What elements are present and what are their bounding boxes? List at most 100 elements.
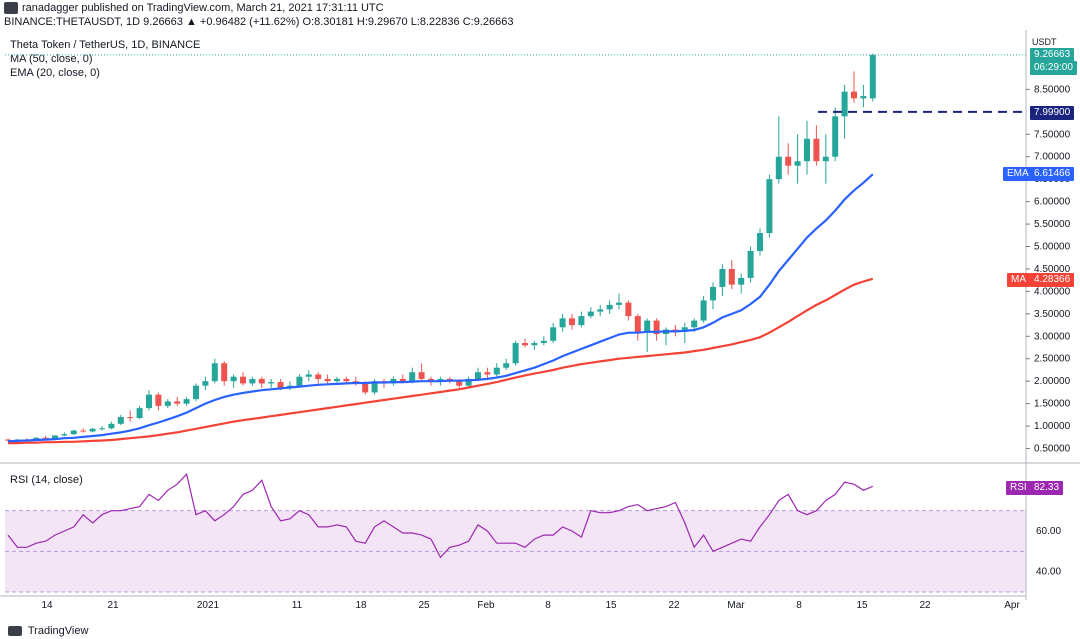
symbol-line: BINANCE:THETAUSDT, 1D 9.26663 ▲ +0.96482… bbox=[4, 16, 514, 28]
axes: 0.50000 1.00000 1.50000 2.00000 2.50000 3.000… bbox=[0, 30, 1080, 611]
candle-body bbox=[258, 378, 265, 384]
candle-body bbox=[559, 318, 566, 328]
price-tick-label: 3.50000 bbox=[1034, 309, 1071, 320]
candle-body bbox=[747, 251, 754, 278]
price-badge: 9.26663 bbox=[1030, 48, 1075, 62]
candle-body bbox=[409, 372, 416, 382]
price-tick-label: 0.50000 bbox=[1034, 444, 1071, 455]
candle-body bbox=[371, 381, 378, 393]
time-tick-label: 22 bbox=[668, 600, 680, 611]
candle-body bbox=[108, 423, 115, 429]
time-tick-label: 11 bbox=[292, 600, 303, 611]
ma-tag: MA bbox=[1007, 273, 1030, 287]
candle-body bbox=[587, 311, 594, 317]
footer-brand: TradingView bbox=[8, 625, 88, 637]
rsi-tag: RSI bbox=[1006, 481, 1031, 495]
candles bbox=[5, 53, 876, 442]
candle-body bbox=[653, 320, 660, 335]
candle-body bbox=[33, 437, 40, 441]
resistance-badge: 7.99900 bbox=[1030, 106, 1075, 120]
candle-body bbox=[399, 378, 406, 382]
price-tick-label: 8.50000 bbox=[1034, 84, 1071, 95]
candle-body bbox=[766, 179, 773, 234]
rsi-band bbox=[5, 510, 1026, 593]
candle-body bbox=[851, 91, 857, 99]
candle-body bbox=[794, 161, 801, 166]
time-tick-label: Apr bbox=[1004, 600, 1020, 611]
candle-body bbox=[362, 383, 369, 393]
candle-body bbox=[5, 439, 11, 441]
candle-body bbox=[268, 382, 275, 384]
time-tick-label: 15 bbox=[856, 600, 868, 611]
candle-body bbox=[728, 268, 735, 285]
candle-body bbox=[211, 363, 218, 382]
time-tick-label: Mar bbox=[727, 600, 745, 611]
price-tick-label: 7.00000 bbox=[1034, 152, 1071, 163]
candle-body bbox=[710, 286, 716, 301]
candle-body bbox=[164, 401, 171, 406]
candle-body bbox=[343, 378, 350, 382]
candle-body bbox=[616, 302, 622, 305]
candle-body bbox=[578, 316, 585, 326]
countdown-badge: 06:29:00 bbox=[1030, 61, 1077, 75]
time-tick-label: 22 bbox=[919, 600, 931, 611]
candle-body bbox=[42, 437, 49, 439]
chart-title: Theta Token / TetherUS, 1D, BINANCE bbox=[10, 39, 201, 51]
candle-body bbox=[813, 138, 820, 162]
ema-legend: EMA (20, close, 0) bbox=[10, 67, 100, 79]
price-tick-label: 5.50000 bbox=[1034, 219, 1071, 230]
candle-body bbox=[174, 401, 181, 404]
candle-body bbox=[465, 378, 472, 386]
price-tick-label: 2.00000 bbox=[1034, 376, 1071, 387]
ma-badge: 4.28366 bbox=[1030, 273, 1075, 287]
rsi-line bbox=[7, 472, 874, 559]
candle-body bbox=[202, 381, 209, 386]
candle-body bbox=[136, 408, 143, 419]
candle-body bbox=[738, 277, 745, 285]
candle-body bbox=[183, 399, 190, 404]
candle-body bbox=[691, 320, 698, 328]
time-tick-label: 14 bbox=[41, 600, 53, 611]
rsi-badge: 82.33 bbox=[1030, 481, 1064, 495]
candle-body bbox=[334, 378, 340, 382]
candle-body bbox=[832, 116, 839, 157]
candle-body bbox=[700, 300, 707, 321]
candle-body bbox=[540, 340, 547, 344]
candle-body bbox=[522, 343, 528, 346]
price-tick-label: 6.00000 bbox=[1034, 197, 1071, 208]
ema20-line bbox=[7, 173, 874, 443]
candle-body bbox=[493, 367, 500, 375]
candle-body bbox=[456, 381, 463, 386]
time-tick-label: 15 bbox=[605, 600, 617, 611]
publisher-line: ranadagger published on TradingView.com,… bbox=[22, 2, 384, 14]
candle-body bbox=[634, 316, 641, 332]
price-tick-label: 2.50000 bbox=[1034, 354, 1071, 365]
candle-body bbox=[550, 327, 557, 341]
candle-body bbox=[117, 417, 124, 424]
candle-body bbox=[512, 343, 519, 364]
candle-body bbox=[146, 394, 152, 409]
candle-body bbox=[775, 156, 782, 180]
candle-body bbox=[155, 394, 162, 406]
candle-body bbox=[277, 382, 284, 388]
candle-body bbox=[127, 417, 134, 419]
rsi-tick-label: 40.00 bbox=[1036, 567, 1061, 578]
time-tick-label: 25 bbox=[418, 600, 430, 611]
time-tick-label: 8 bbox=[796, 600, 802, 611]
time-tick-label: 8 bbox=[545, 600, 551, 611]
publisher-header: ranadagger published on TradingView.com,… bbox=[0, 0, 1080, 28]
candle-body bbox=[221, 363, 228, 382]
time-tick-label: Feb bbox=[477, 600, 495, 611]
candle-body bbox=[484, 372, 491, 375]
candle-body bbox=[89, 428, 96, 432]
ma50-line bbox=[8, 277, 874, 445]
candle-body bbox=[230, 376, 237, 382]
price-tick-label: 5.00000 bbox=[1034, 242, 1071, 253]
candle-body bbox=[860, 96, 867, 99]
candle-body bbox=[606, 304, 613, 310]
candle-body bbox=[296, 376, 303, 386]
candle-body bbox=[644, 320, 651, 332]
time-tick-label: 21 bbox=[107, 600, 119, 611]
ma-legend: MA (50, close, 0) bbox=[10, 53, 93, 65]
